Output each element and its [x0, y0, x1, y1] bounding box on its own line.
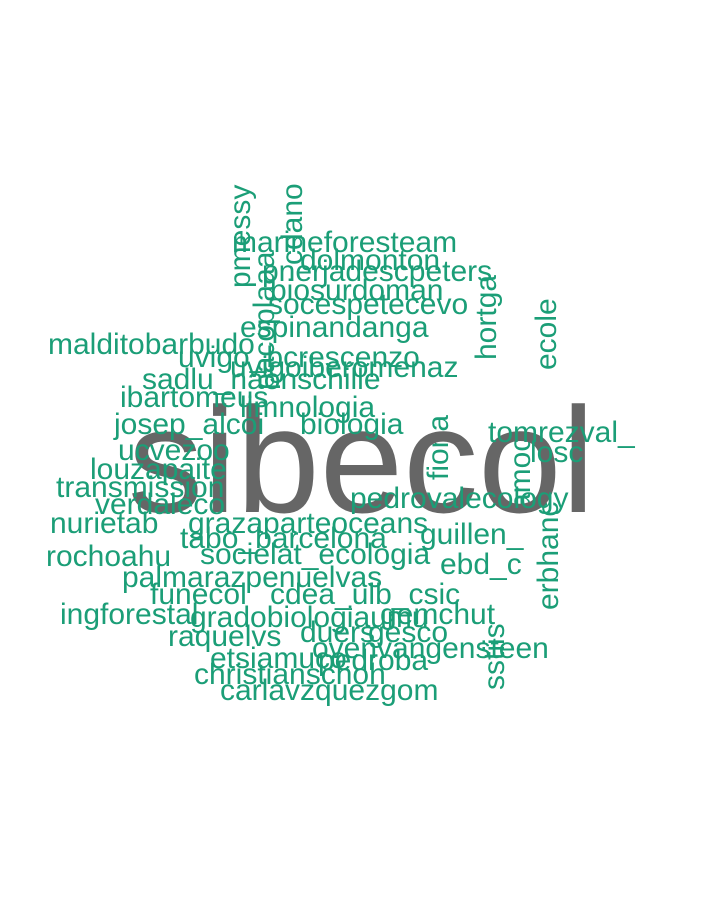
word-peters: pnerjadescpeters [262, 255, 493, 288]
word-duers: duers [300, 616, 376, 649]
word-marineforesteam: marineforesteam [232, 226, 458, 259]
word-ecologia: socielat_ecologia [200, 538, 431, 571]
word-main: sibecol [128, 376, 595, 544]
word-ingforestal: ingforestal [60, 598, 199, 631]
word-losc: losc [530, 436, 584, 469]
word-funecol: funecol [150, 578, 247, 611]
word-oceans: grazaparteoceans [188, 507, 429, 540]
word-tomrezval: tomrezval_ [488, 416, 635, 449]
word-ulb: cdea_ulb_csic [270, 578, 461, 611]
word-dolmonton: dolmonton [300, 244, 441, 277]
word-ucvezoo: ucvezoo [118, 434, 230, 467]
word-ibartomeus: ibartomeus [120, 381, 269, 414]
word-uvigo: uvigo_bcrescenzo [178, 341, 420, 374]
word-malditobarbudo: malditobarbudo [48, 328, 255, 361]
word-transmis: transmission [56, 471, 225, 504]
word-pedroba: pedroba [318, 644, 429, 677]
word-etsiam: etsiamuco [210, 642, 347, 675]
word-gradobiolog: gradobiologiaumu [190, 601, 429, 634]
word-sadlu: sadlu_naonschille [142, 363, 381, 396]
word-biologia: biologia [300, 408, 404, 441]
word-pedrovalecology: pedrovalecology [350, 482, 569, 515]
word-palmar: palmarazpenuelvas [122, 561, 383, 594]
word-uvigoiberomenaz: uvigoiberomenaz [230, 351, 459, 384]
word-ecole: ecole [530, 298, 563, 370]
word-josep: josep_alcoi [114, 408, 265, 441]
word-espinandanga: espinandanga [240, 311, 429, 344]
word-louzapaite: louzapaite [90, 453, 227, 486]
word-christianschoh: christianschoh [194, 658, 386, 691]
word-carlavzquez: carlavzquezgom [220, 674, 439, 707]
word-raquelvs: raquelvs [168, 620, 282, 653]
word-guillen: guillen_ [420, 518, 524, 551]
word-gemchut: gemchut [380, 598, 496, 631]
word-tabo: tabo_barcelona [180, 522, 387, 555]
word-gesco: gesco [368, 616, 449, 649]
word-ebd: ebd_c [440, 548, 522, 581]
word-biosurdoman: biosurdoman [270, 274, 444, 307]
word-nurietab: nurietab [50, 507, 159, 540]
word-vrensteen: ovenvangensteen [312, 632, 549, 665]
word-socespetece: socespetecevo [268, 288, 469, 321]
word-rochoahu: rochoahu [46, 540, 172, 573]
word-verdaleco: verdaleco [95, 488, 226, 521]
word-limnologia: limnologia [240, 391, 376, 424]
